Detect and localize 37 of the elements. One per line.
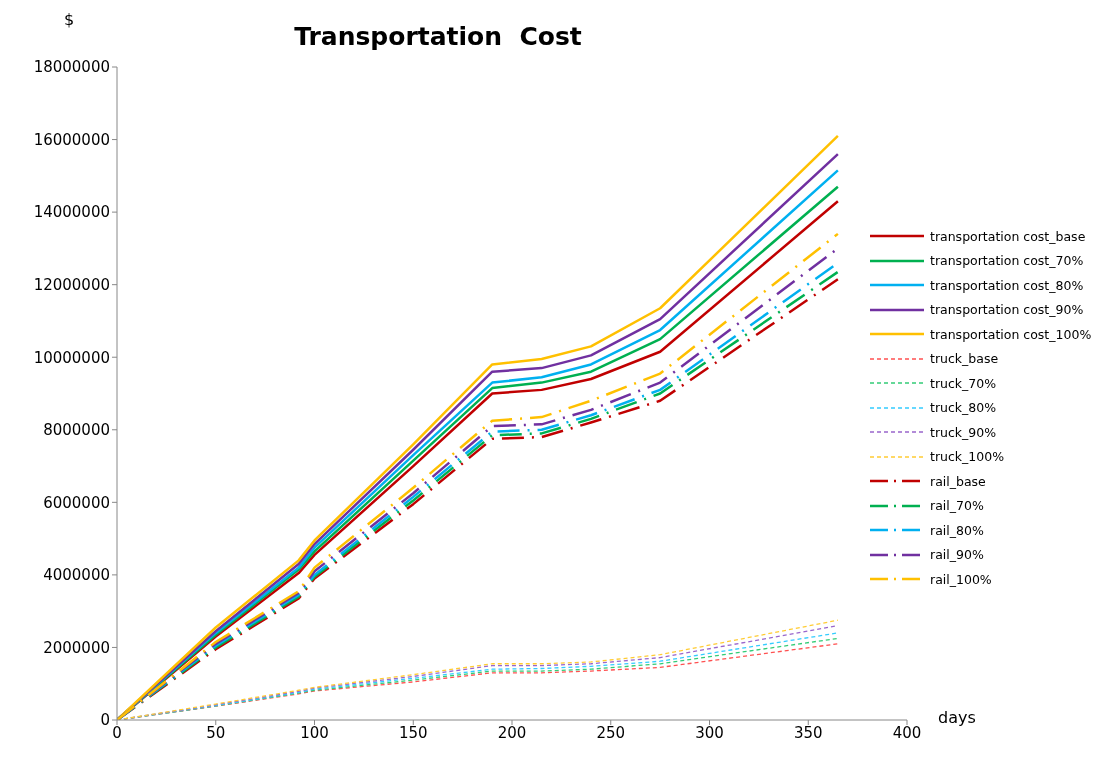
legend-label: transportation cost_80% (930, 277, 1084, 293)
x-tick-label: 100 (300, 723, 329, 742)
y-tick-label: 12000000 (33, 275, 110, 294)
x-tick-label: 50 (206, 723, 226, 742)
x-tick-label: 0 (112, 723, 122, 742)
y-tick-label: 4000000 (43, 566, 110, 585)
y-tick-label: 2000000 (43, 638, 110, 657)
y-tick-label: 6000000 (43, 493, 110, 512)
x-tick-label: 300 (695, 723, 724, 742)
legend-label: truck_90% (930, 424, 997, 440)
x-tick-label: 150 (398, 723, 428, 742)
legend-label: transportation cost_90% (930, 302, 1084, 318)
y-tick-label: 14000000 (33, 203, 110, 222)
y-tick-label: 0 (100, 711, 110, 730)
legend-label: transportation cost_100% (930, 326, 1092, 342)
x-tick-label: 250 (596, 723, 626, 742)
x-tick-label: 350 (793, 723, 823, 742)
legend-label: truck_100% (930, 449, 1005, 465)
legend-label: truck_80% (930, 400, 997, 416)
legend-label: rail_base (930, 473, 986, 489)
legend-label: truck_70% (930, 375, 997, 391)
legend-label: rail_80% (930, 522, 984, 538)
x-axis-title: days (938, 708, 976, 727)
y-tick-label: 8000000 (43, 421, 110, 440)
legend-label: rail_100% (930, 571, 992, 587)
x-tick-label: 200 (497, 723, 527, 742)
legend-label: rail_70% (930, 498, 984, 514)
y-axis-title: $ (64, 10, 75, 29)
y-tick-label: 10000000 (33, 348, 110, 367)
legend-label: transportation cost_70% (930, 253, 1084, 269)
chart-title: Transportation Cost (293, 22, 583, 51)
legend-label: truck_base (930, 351, 999, 367)
y-tick-label: 16000000 (33, 130, 110, 149)
x-tick-label: 400 (892, 723, 922, 742)
y-tick-label: 18000000 (33, 58, 110, 77)
legend-label: rail_90% (930, 547, 984, 563)
legend-label: transportation cost_base (930, 228, 1086, 244)
